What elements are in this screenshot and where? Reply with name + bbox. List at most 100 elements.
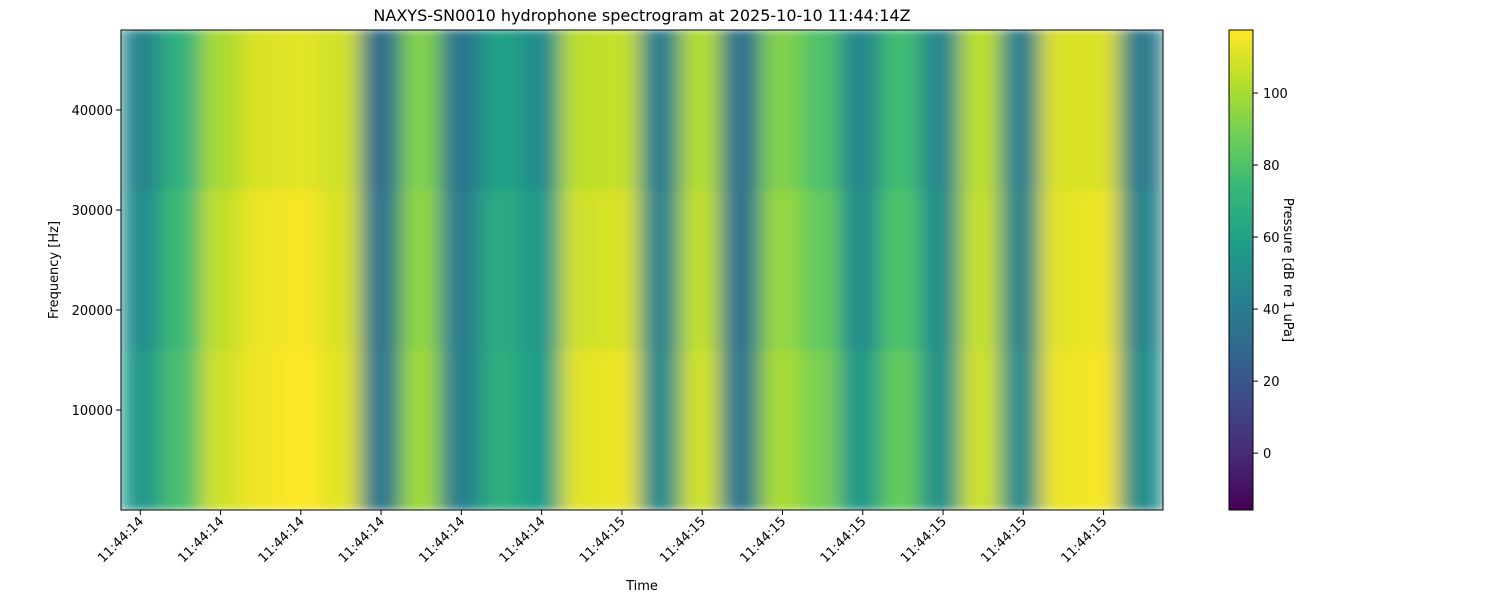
y-axis-label: Frequency [Hz] [47,221,62,319]
heatmap-cell [920,30,962,191]
heatmap-cell [1039,30,1081,191]
heatmap-cell [960,189,1002,351]
colorbar-tick-label: 80 [1263,159,1280,174]
y-tick-label: 40000 [72,104,113,119]
heatmap-cell [639,30,682,191]
x-tick-label: 11:44:15 [1059,514,1111,566]
heatmap-cell [879,30,922,191]
heatmap-cell [920,189,962,351]
heatmap-cell [1039,189,1081,351]
heatmap-cell [760,30,802,191]
heatmap-cell [960,349,1002,510]
heatmap-cell [400,30,442,191]
chart-title: NAXYS-SN0010 hydrophone spectrogram at 2… [373,6,910,25]
heatmap-cell [760,349,802,510]
heatmap-cell [160,349,202,510]
heatmap-cell [839,30,881,191]
heatmap-cell [360,30,402,191]
colorbar-tick-label: 100 [1263,87,1288,102]
heatmap-cell [480,189,522,351]
heatmap-cell [600,189,641,351]
x-tick-label: 11:44:14 [336,514,388,566]
heatmap-cell [480,349,522,510]
heatmap-cell [121,30,162,191]
heatmap-cell [639,349,682,510]
x-tick-label: 11:44:15 [737,514,789,566]
heatmap-cell [320,189,362,351]
heatmap-cell [800,30,841,191]
heatmap-cell [320,349,362,510]
heatmap-cell [360,189,402,351]
heatmap-cell [400,349,442,510]
heatmap-cell [1000,189,1041,351]
heatmap-cell [720,30,762,191]
colorbar-tick-label: 60 [1263,231,1280,246]
heatmap-cell [1079,349,1121,510]
heatmap-cell [1119,349,1163,510]
colorbar [1228,29,1254,511]
y-tick-label: 10000 [72,404,113,419]
heatmap-cell [839,189,881,351]
heatmap-cell [1000,349,1041,510]
heatmap-cell [1119,30,1163,191]
heatmap-cell [160,189,202,351]
heatmap-cell [440,30,482,191]
heatmap-cell [680,30,722,191]
heatmap-cell [1119,189,1163,351]
heatmap-cell [920,349,962,510]
x-tick-label: 11:44:14 [416,514,468,566]
heatmap-cell [320,30,362,191]
x-tick-label: 11:44:15 [818,514,870,566]
y-tick-label: 20000 [72,304,113,319]
x-tick-label: 11:44:14 [95,514,147,566]
heatmap-cell [1039,349,1081,510]
heatmap-cell [680,349,722,510]
heatmap-cell [520,189,562,351]
heatmap-cell [879,349,922,510]
heatmap-cell [480,30,522,191]
heatmap-cell [600,349,641,510]
heatmap-cell [240,189,282,351]
x-tick-label: 11:44:14 [497,514,549,566]
heatmap-cell [760,189,802,351]
heatmap-cell [960,30,1002,191]
x-tick-label: 11:44:14 [175,514,227,566]
heatmap-cell [160,30,202,191]
heatmap-cell [1000,30,1041,191]
heatmap-cell [121,189,162,351]
x-tick-label: 11:44:15 [657,514,709,566]
heatmap-cell [600,30,641,191]
heatmap-cell [200,189,242,351]
heatmap-cell [121,349,162,510]
heatmap-cell [280,349,322,510]
heatmap-cell [560,30,602,191]
plot-frame [120,29,1164,511]
heatmap-cell [680,189,722,351]
heatmap-cell [440,189,482,351]
heatmap-cell [560,189,602,351]
x-tick-label: 11:44:14 [256,514,308,566]
heatmap-cell [200,349,242,510]
heatmap-cells [121,30,1163,510]
heatmap-cell [520,30,562,191]
heatmap-cell [520,349,562,510]
colorbar-tick-label: 20 [1263,375,1280,390]
x-tick-label: 11:44:15 [978,514,1030,566]
heatmap [121,30,1163,510]
heatmap-cell [1079,30,1121,191]
heatmap-cell [800,349,841,510]
heatmap-cell [280,189,322,351]
heatmap-cell [800,189,841,351]
heatmap-cell [400,189,442,351]
colorbar-tick-label: 0 [1263,447,1271,462]
heatmap-cell [440,349,482,510]
heatmap-cell [639,189,682,351]
heatmap-cell [240,349,282,510]
heatmap-cell [200,30,242,191]
colorbar-label: Pressure [dB re 1 uPa] [1280,198,1295,342]
heatmap-cell [360,349,402,510]
heatmap-cell [240,30,282,191]
heatmap-cell [560,349,602,510]
y-tick-label: 30000 [72,204,113,219]
